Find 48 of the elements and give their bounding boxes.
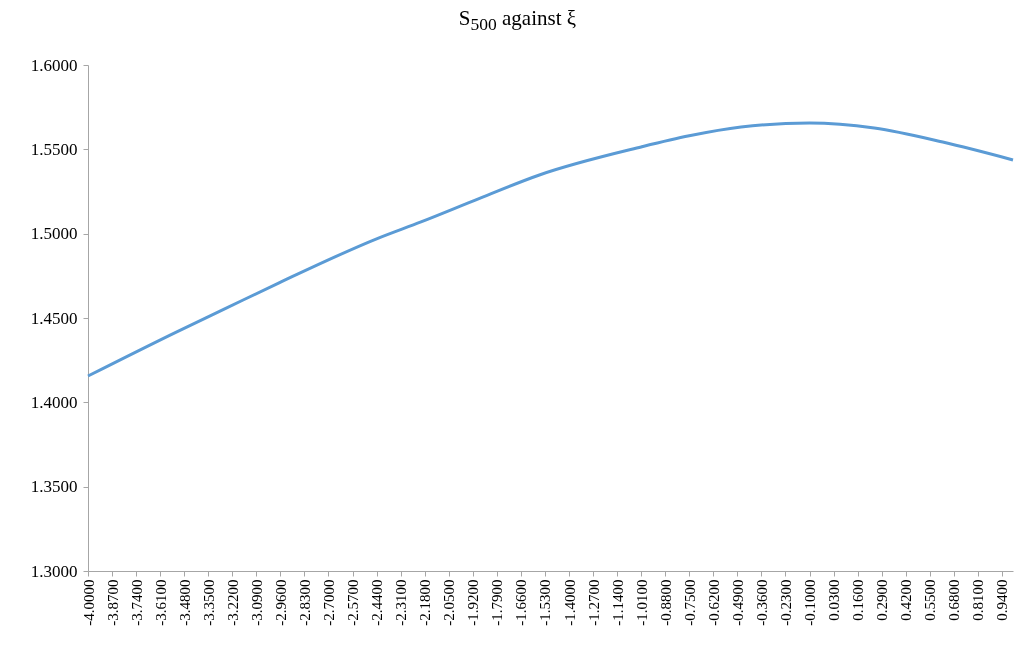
x-tick-label: -2.8300 (296, 579, 313, 626)
x-tick-label: -3.7400 (128, 579, 145, 626)
x-tick-label: -2.4400 (369, 579, 386, 626)
x-tick-label: 0.1600 (850, 579, 867, 621)
x-tick-label: -0.6200 (705, 579, 722, 626)
x-tick-label: -3.0900 (248, 579, 265, 626)
x-tick-label: -2.9600 (272, 579, 289, 626)
x-tick-label: -0.2300 (777, 579, 794, 626)
x-tick-label: -2.1800 (417, 579, 434, 626)
x-tick-label: -1.7900 (489, 579, 506, 626)
x-tick-label: -1.6600 (513, 579, 530, 626)
x-tick-label: -1.9200 (465, 579, 482, 626)
x-tick-label: -3.2200 (224, 579, 241, 626)
x-tick-label: 0.6800 (946, 579, 963, 621)
x-tick-label: -0.4900 (729, 579, 746, 626)
x-tick-label: -3.4800 (176, 579, 193, 626)
x-tick-label: -2.0500 (441, 579, 458, 626)
x-tick-label: -1.4000 (561, 579, 578, 626)
x-tick-label: -1.2700 (585, 579, 602, 626)
y-tick-label: 1.3000 (30, 561, 78, 581)
chart-title: S$_{500}$ against ξ (457, 6, 578, 36)
y-tick-label: 1.3500 (30, 477, 78, 497)
y-tick-label: 1.5000 (30, 224, 78, 244)
x-tick-label: -3.6100 (152, 579, 169, 626)
y-tick-label: 1.4500 (30, 308, 78, 328)
x-tick-label: -1.5300 (537, 579, 554, 626)
x-tick-label: -1.0100 (633, 579, 650, 626)
x-tick-label: -2.7000 (321, 579, 337, 626)
x-tick-label: -0.7500 (681, 579, 698, 626)
x-tick-label: -3.3500 (200, 579, 217, 626)
y-tick-label: 1.4000 (30, 392, 78, 412)
y-tick-label: 1.6000 (30, 55, 78, 75)
x-tick-label: -3.8700 (104, 579, 121, 626)
x-tick-label: 0.0300 (826, 579, 843, 621)
x-tick-label: -4.0000 (80, 579, 97, 626)
y-tick-label: 1.5500 (30, 139, 78, 159)
x-tick-label: -1.1400 (609, 579, 626, 626)
x-tick-label: 0.2900 (874, 579, 891, 621)
x-tick-label: -2.5700 (345, 579, 362, 626)
x-tick-label: -0.1000 (802, 579, 818, 626)
x-tick-label: -2.3100 (393, 579, 410, 626)
x-tick-label: 0.4200 (898, 579, 915, 621)
x-tick-label: 0.9400 (994, 579, 1011, 621)
x-tick-label: -0.8800 (657, 579, 674, 626)
x-tick-label: 0.5500 (922, 579, 939, 621)
line-series (86, 121, 1015, 378)
x-tick-label: 0.8100 (970, 579, 987, 621)
x-tick-label: -0.3600 (753, 579, 770, 626)
